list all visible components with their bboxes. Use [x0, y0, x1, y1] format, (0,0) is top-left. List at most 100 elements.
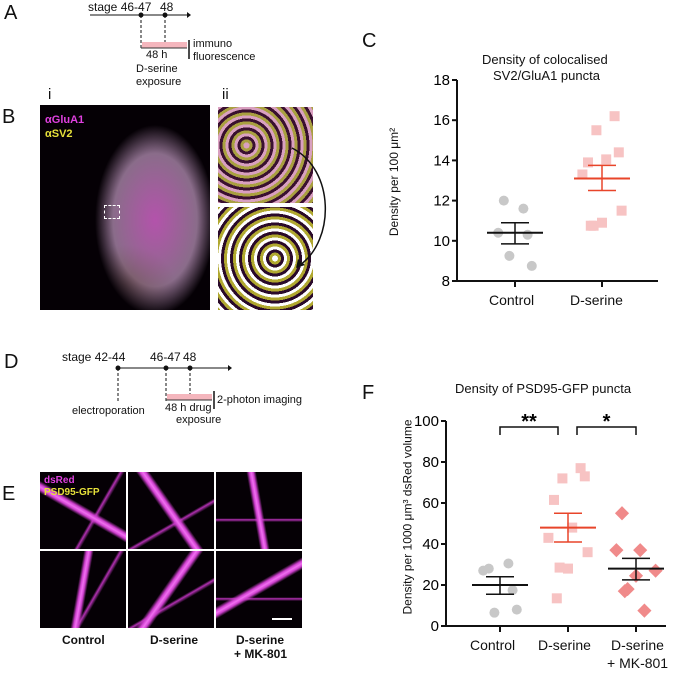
data-point	[507, 585, 518, 596]
microscopy-image	[40, 472, 126, 549]
microscopy-image	[216, 472, 302, 549]
panel-label-a: A	[4, 2, 18, 24]
data-point	[549, 494, 559, 505]
y-tick-label: 8	[442, 273, 450, 290]
data-point	[557, 473, 568, 484]
duration-label: 48 h	[146, 49, 168, 61]
stage-label: 48	[183, 350, 197, 364]
data-point	[498, 195, 509, 206]
data-point	[585, 220, 596, 231]
significance-label: **	[521, 411, 537, 433]
treatment-label: exposure	[176, 414, 222, 426]
significance-bracket	[576, 426, 637, 435]
y-tick-label: 12	[433, 193, 450, 210]
data-point	[609, 543, 624, 558]
chart-title: Density of PSD95-GFP puncta	[455, 381, 632, 396]
microscopy-image	[216, 551, 302, 628]
data-point	[582, 547, 593, 558]
condition-label: D-serine	[150, 633, 199, 647]
data-point	[597, 217, 607, 228]
y-tick-label: 16	[433, 112, 450, 129]
event-label: electroporation	[72, 405, 145, 417]
channel-label: dsRed	[44, 475, 75, 486]
panel-label-c: C	[362, 30, 377, 52]
x-tick-label: Control	[489, 292, 535, 308]
data-point	[518, 203, 529, 214]
y-tick-label: 80	[422, 454, 439, 471]
significance-label: *	[603, 411, 611, 433]
data-point	[503, 558, 514, 569]
data-point	[616, 205, 627, 216]
data-point	[575, 463, 586, 474]
stain-label: αSV2	[45, 128, 73, 140]
panel-label-f: F	[362, 382, 375, 404]
data-point	[577, 169, 588, 180]
data-point	[489, 607, 500, 618]
data-point	[648, 563, 663, 578]
timeline-d	[115, 365, 232, 409]
microscopy-image	[40, 551, 126, 628]
data-point	[511, 604, 522, 615]
stain-label: αGluA1	[45, 114, 85, 126]
stage-label: stage 46-47	[88, 0, 152, 14]
data-point	[478, 565, 489, 576]
y-tick-label: 40	[422, 536, 439, 553]
y-tick-label: 14	[433, 152, 450, 169]
data-point	[633, 543, 648, 558]
stage-label: 48	[160, 0, 174, 14]
data-point	[583, 157, 593, 168]
subpanel-label-i: i	[48, 86, 52, 103]
timeline-a	[90, 12, 191, 59]
stage-label: 46-47	[150, 350, 181, 364]
condition-label: D-serine	[236, 633, 285, 647]
y-tick-label: 20	[422, 577, 439, 594]
treatment-label: exposure	[136, 76, 182, 88]
data-point	[591, 125, 602, 136]
data-point	[601, 154, 612, 165]
panel-label-e: E	[2, 483, 16, 505]
stage-label: stage 42-44	[62, 350, 126, 364]
condition-label: + MK-801	[234, 647, 288, 661]
condition-label: Control	[62, 633, 105, 647]
data-point	[554, 562, 565, 573]
data-point	[526, 260, 537, 271]
x-tick-label: + MK-801	[607, 655, 669, 671]
data-point	[617, 584, 632, 599]
scale-bar	[272, 618, 292, 620]
y-tick-label: 100	[414, 413, 439, 430]
x-tick-label: D-serine	[611, 637, 664, 653]
microscopy-image	[128, 472, 214, 549]
x-tick-label: Control	[470, 637, 516, 653]
data-point	[551, 593, 562, 604]
x-tick-label: D-serine	[570, 292, 623, 308]
data-point	[613, 147, 624, 158]
x-tick-label: D-serine	[538, 637, 591, 653]
chart-title: Density of colocalised	[482, 52, 608, 67]
panel-label-d: D	[4, 351, 19, 373]
y-tick-label: 60	[422, 495, 439, 512]
subpanel-label-ii: ii	[222, 86, 229, 103]
channel-label: PSD95-GFP	[44, 487, 100, 498]
data-point	[579, 471, 590, 482]
data-point	[543, 532, 554, 543]
roi-box	[104, 205, 120, 219]
readout-label: immuno	[193, 38, 233, 50]
significance-bracket	[499, 426, 559, 435]
data-point	[614, 506, 630, 521]
readout-label: fluorescence	[193, 51, 256, 63]
duration-label: 48 h drug	[165, 402, 212, 414]
y-tick-label: 0	[431, 618, 439, 635]
data-point	[563, 563, 573, 574]
data-point	[637, 603, 652, 618]
readout-label: 2-photon imaging	[217, 394, 303, 406]
panel-label-b: B	[2, 106, 16, 128]
treatment-label: D-serine	[136, 63, 178, 75]
microscopy-image	[128, 551, 214, 628]
chart-title: SV2/GluA1 puncta	[493, 68, 600, 83]
image-b-i	[40, 105, 210, 310]
y-tick-label: 10	[433, 233, 450, 250]
